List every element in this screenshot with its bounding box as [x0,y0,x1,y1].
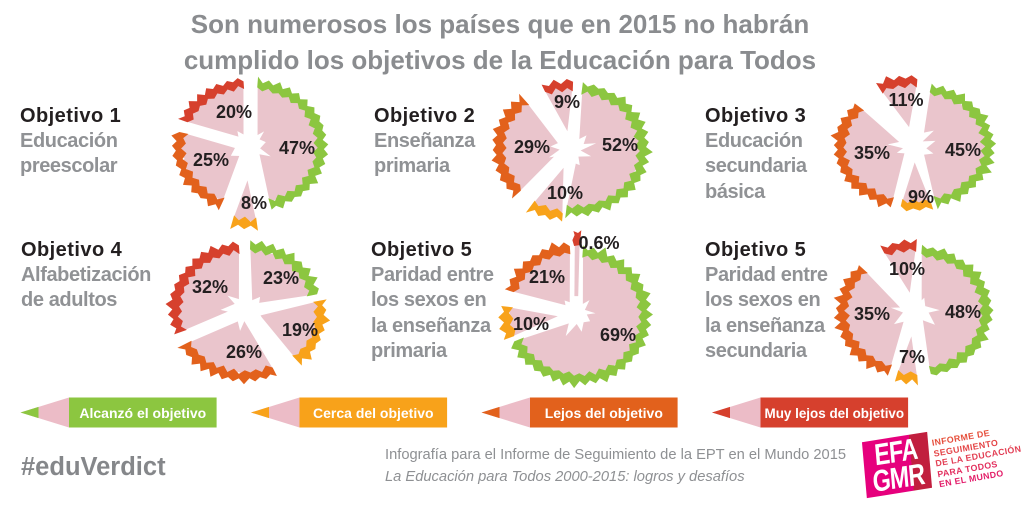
svg-text:21%: 21% [529,267,565,287]
svg-text:8%: 8% [241,193,267,213]
svg-text:Lejos del objetivo: Lejos del objetivo [545,405,663,421]
svg-text:Muy lejos del objetivo: Muy lejos del objetivo [765,405,905,421]
svg-text:9%: 9% [908,187,934,207]
svg-text:Alcanzó el objetivo: Alcanzó el objetivo [79,405,206,421]
svg-text:9%: 9% [554,92,580,112]
svg-text:11%: 11% [888,90,923,110]
svg-text:45%: 45% [945,140,981,160]
svg-text:19%: 19% [282,320,318,340]
svg-text:47%: 47% [279,138,315,158]
svg-text:26%: 26% [226,342,262,362]
svg-text:20%: 20% [216,102,252,122]
svg-text:48%: 48% [945,302,981,322]
svg-text:7%: 7% [899,347,925,367]
svg-text:32%: 32% [192,277,228,297]
svg-text:10%: 10% [889,259,925,279]
svg-text:10%: 10% [513,314,549,334]
svg-text:23%: 23% [263,268,299,288]
svg-text:52%: 52% [602,135,638,155]
svg-text:29%: 29% [514,137,550,157]
svg-text:25%: 25% [193,150,229,170]
svg-text:69%: 69% [600,325,636,345]
svg-text:35%: 35% [854,304,890,324]
svg-text:10%: 10% [547,183,583,203]
svg-text:Cerca del objetivo: Cerca del objetivo [313,405,434,421]
svg-text:0.6%: 0.6% [578,233,619,253]
svg-text:35%: 35% [854,143,890,163]
